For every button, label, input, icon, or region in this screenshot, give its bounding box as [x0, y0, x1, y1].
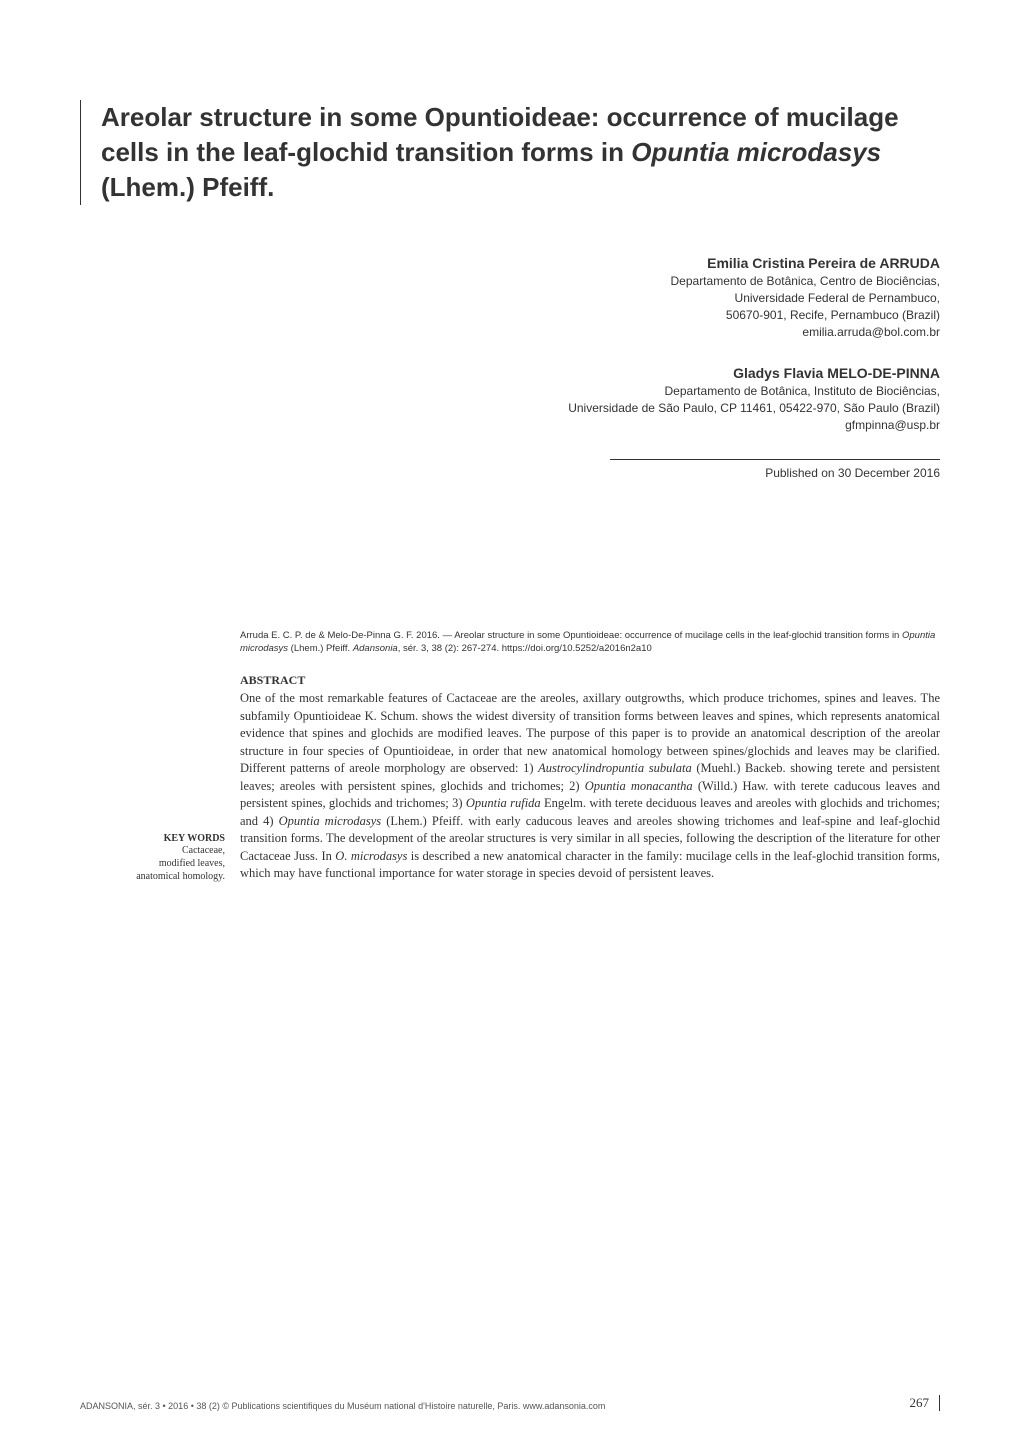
citation-block: Arruda E. C. P. de & Melo-De-Pinna G. F.… [240, 630, 940, 656]
author-email-2: gfmpinna@usp.br [360, 417, 940, 434]
keyword-2: modified leaves, [80, 857, 225, 870]
page-number: 267 [910, 1395, 941, 1411]
article-title: Areolar structure in some Opuntioideae: … [101, 100, 940, 205]
author-block-2: Gladys Flavia MELO-DE-PINNA Departamento… [360, 365, 940, 433]
author-name-2: Gladys Flavia MELO-DE-PINNA [360, 365, 940, 381]
author-block-1: Emilia Cristina Pereira de ARRUDA Depart… [360, 255, 940, 340]
publication-date: Published on 30 December 2016 [610, 466, 940, 480]
author-affiliation-1-line-2: Universidade Federal de Pernambuco, [360, 290, 940, 307]
author-affiliation-1-line-3: 50670-901, Recife, Pernambuco (Brazil) [360, 307, 940, 324]
author-email-1: emilia.arruda@bol.com.br [360, 324, 940, 341]
keywords-block: KEY WORDS Cactaceae, modified leaves, an… [80, 833, 225, 883]
abstract-heading: ABSTRACT [240, 673, 940, 688]
keyword-1: Cactaceae, [80, 844, 225, 857]
publication-date-block: Published on 30 December 2016 [610, 459, 940, 480]
abstract-block: ABSTRACT One of the most remarkable feat… [240, 673, 940, 883]
author-name-1: Emilia Cristina Pereira de ARRUDA [360, 255, 940, 271]
keywords-heading: KEY WORDS [80, 833, 225, 844]
author-affiliation-2-line-1: Departamento de Botânica, Instituto de B… [360, 383, 940, 400]
title-block: Areolar structure in some Opuntioideae: … [80, 100, 940, 205]
citation-text: Arruda E. C. P. de & Melo-De-Pinna G. F.… [240, 630, 940, 656]
author-affiliation-1-line-1: Departamento de Botânica, Centro de Bioc… [360, 273, 940, 290]
keyword-3: anatomical homology. [80, 870, 225, 883]
page-footer: ADANSONIA, sér. 3 • 2016 • 38 (2) © Publ… [80, 1395, 940, 1411]
footer-citation: ADANSONIA, sér. 3 • 2016 • 38 (2) © Publ… [80, 1401, 605, 1411]
abstract-text: One of the most remarkable features of C… [240, 690, 940, 883]
author-affiliation-2-line-2: Universidade de São Paulo, CP 11461, 054… [360, 400, 940, 417]
